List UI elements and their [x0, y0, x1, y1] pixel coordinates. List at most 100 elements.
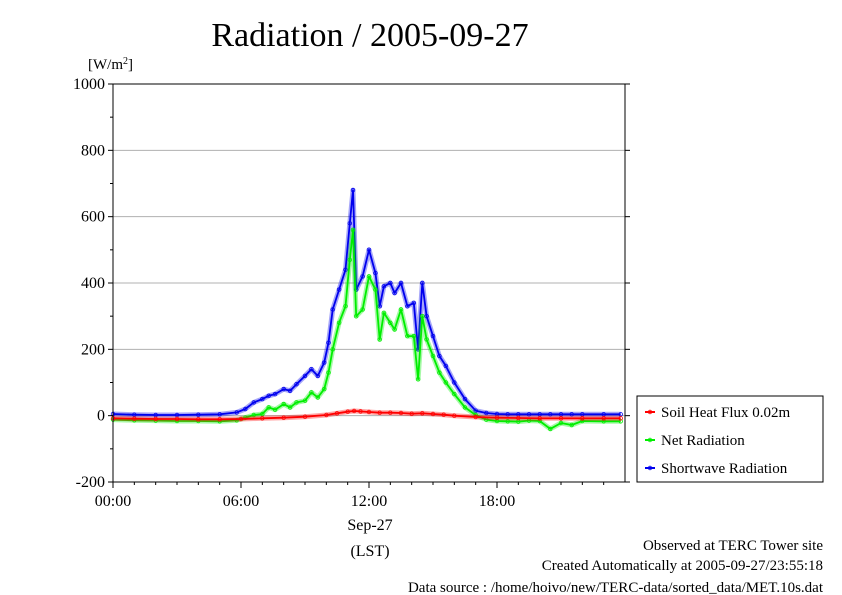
data-point	[452, 391, 457, 397]
legend-label: Shortwave Radiation	[661, 461, 788, 477]
data-point	[334, 411, 340, 416]
data-point	[251, 400, 256, 405]
data-point	[366, 409, 372, 415]
y-tick-label: 0	[97, 408, 105, 425]
data-point	[420, 314, 425, 319]
data-point	[548, 412, 553, 417]
data-point	[405, 333, 410, 339]
series-group	[110, 187, 623, 432]
data-point	[260, 396, 265, 402]
data-point	[430, 353, 436, 359]
y-tick-label: 600	[81, 209, 105, 226]
data-point	[505, 412, 510, 417]
data-point	[196, 417, 201, 422]
data-point	[420, 280, 425, 286]
data-point	[266, 393, 271, 398]
data-point	[343, 267, 348, 272]
data-point	[360, 307, 365, 312]
data-point	[324, 412, 329, 418]
data-point	[437, 370, 442, 375]
y-tick-label: 1000	[73, 76, 105, 93]
data-point	[309, 367, 314, 372]
data-point	[373, 270, 378, 276]
series-line	[112, 228, 621, 430]
data-point	[350, 227, 356, 233]
data-point	[174, 416, 180, 422]
data-point	[287, 405, 293, 410]
data-point	[398, 410, 404, 416]
data-point	[618, 419, 623, 424]
data-point	[260, 416, 265, 421]
data-point	[452, 380, 457, 385]
y-tick-label: 400	[81, 275, 105, 292]
data-point	[537, 418, 542, 424]
data-point	[238, 416, 244, 422]
x-tick-label: 06:00	[223, 493, 259, 510]
data-point	[326, 340, 331, 345]
data-point	[132, 416, 137, 421]
data-point	[266, 405, 271, 410]
data-point	[377, 337, 382, 342]
data-point	[251, 412, 256, 418]
data-point	[388, 410, 393, 415]
data-point	[302, 414, 308, 419]
data-point	[243, 406, 248, 412]
data-point	[302, 398, 308, 403]
data-point	[315, 395, 320, 400]
data-point	[315, 373, 320, 379]
data-point	[153, 416, 158, 422]
legend-marker	[647, 409, 653, 415]
data-point	[377, 304, 382, 309]
data-point	[388, 320, 393, 325]
data-point	[366, 274, 372, 279]
data-point	[601, 419, 606, 424]
series-line	[112, 189, 621, 416]
data-point	[558, 420, 564, 426]
data-point	[398, 280, 404, 286]
data-point	[358, 409, 363, 414]
data-point	[381, 284, 387, 289]
grid	[113, 149, 625, 417]
data-point	[354, 314, 359, 319]
data-point	[330, 307, 335, 312]
data-point	[443, 363, 448, 369]
data-point	[336, 320, 342, 325]
data-point	[462, 405, 468, 410]
footer-created: Created Automatically at 2005-09-27/23:5…	[542, 558, 823, 574]
data-point	[580, 416, 585, 421]
data-point	[420, 411, 425, 416]
data-point	[618, 416, 623, 421]
legend-label: Net Radiation	[661, 433, 745, 449]
data-point	[326, 370, 331, 375]
data-point	[217, 417, 222, 422]
series-line	[112, 410, 621, 421]
data-point	[322, 360, 327, 365]
data-point	[443, 380, 448, 385]
data-point	[505, 419, 510, 424]
y-tick-label: 200	[81, 341, 105, 358]
data-point	[484, 410, 489, 416]
data-point	[558, 416, 564, 421]
axes: -200 0 200 400 600 800 1000 00:00 06:00 12:00 18:0…	[73, 76, 630, 510]
data-point	[392, 290, 397, 296]
data-point	[302, 373, 308, 379]
data-point	[336, 287, 342, 292]
data-point	[473, 408, 478, 413]
data-point	[415, 377, 421, 382]
data-point	[234, 410, 239, 415]
data-point	[537, 416, 542, 421]
chart-title: Radiation / 2005-09-27	[211, 17, 528, 54]
data-point	[360, 274, 365, 279]
data-point	[381, 310, 387, 316]
data-point	[462, 396, 468, 402]
data-point	[347, 257, 352, 262]
data-point	[411, 300, 416, 306]
data-point	[272, 407, 278, 412]
data-point	[260, 411, 265, 417]
data-point	[281, 386, 286, 392]
data-point	[281, 401, 286, 407]
data-point	[322, 386, 327, 392]
x-date-label: Sep-27	[347, 517, 392, 534]
data-point	[347, 221, 352, 226]
